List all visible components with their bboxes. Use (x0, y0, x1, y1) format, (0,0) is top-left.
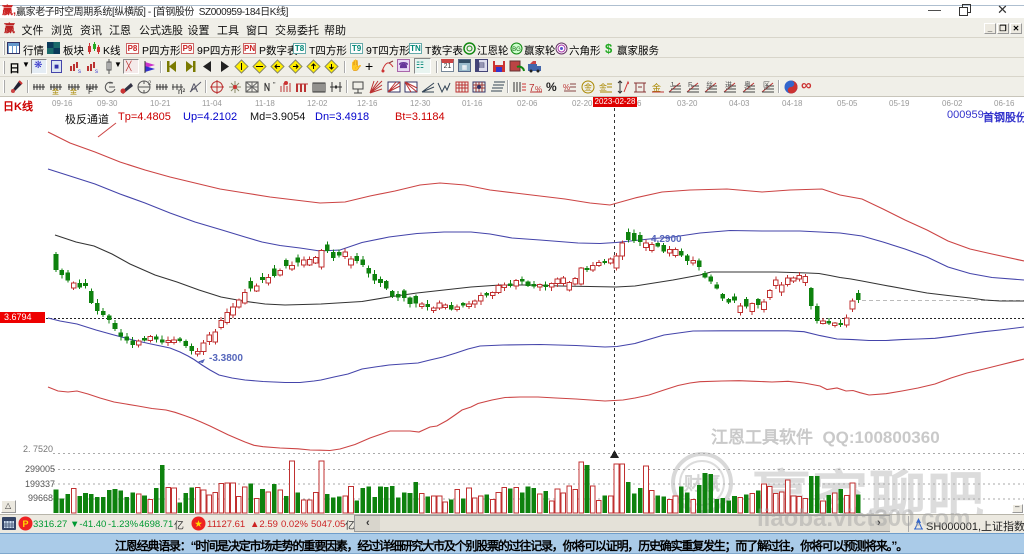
svg-text:n²: n² (178, 87, 185, 95)
svg-text:s: s (95, 69, 98, 74)
svg-text:s: s (78, 69, 81, 74)
svg-text:F: F (88, 87, 93, 95)
svg-text:奥: 奥 (744, 80, 751, 89)
svg-text:%: % (563, 83, 570, 92)
svg-text:J: J (670, 82, 674, 89)
svg-text:金: 金 (652, 82, 661, 93)
svg-text:P: P (22, 519, 28, 529)
svg-text:2: 2 (148, 81, 152, 87)
svg-text:金: 金 (52, 87, 59, 95)
svg-text:%: % (535, 85, 542, 94)
svg-text:BG: BG (512, 47, 521, 53)
svg-text:金: 金 (599, 82, 607, 92)
svg-text:丝: 丝 (706, 80, 713, 89)
svg-text:-3.3800: -3.3800 (209, 353, 243, 364)
svg-text:4.2900: 4.2900 (651, 234, 682, 245)
svg-text:金: 金 (70, 87, 77, 95)
svg-text:进: 进 (725, 81, 732, 89)
svg-text:区: 区 (763, 81, 770, 89)
svg-text:F: F (688, 82, 692, 89)
svg-text:★: ★ (195, 520, 203, 529)
svg-text:金: 金 (584, 82, 592, 92)
svg-text:": " (273, 82, 276, 89)
svg-text:7: 7 (529, 83, 535, 94)
